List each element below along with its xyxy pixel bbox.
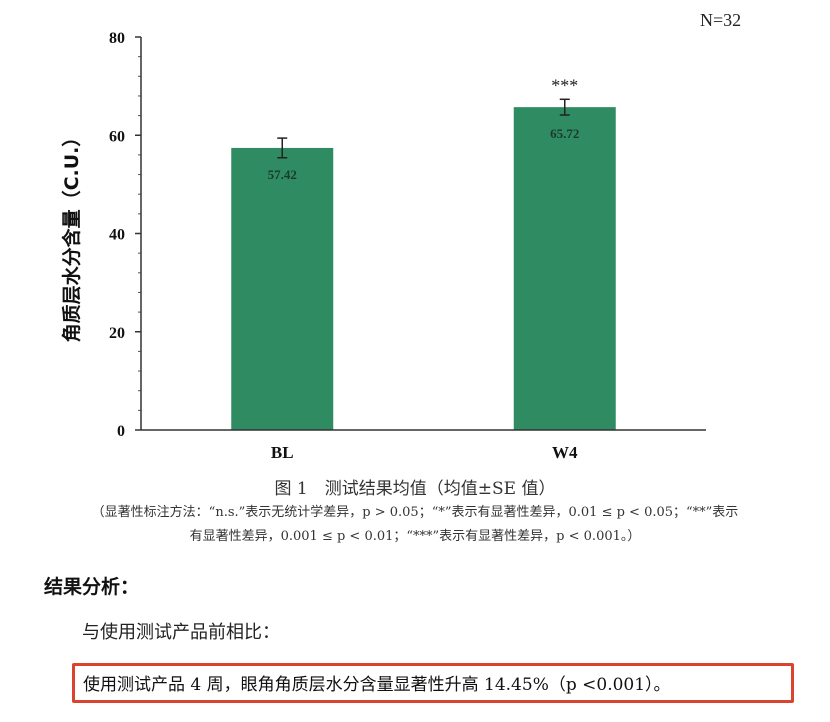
y-tick-label: 40 (109, 227, 125, 244)
y-axis-ticks: 0 20 40 60 80 (109, 30, 141, 440)
bars: 57.42 BL 65.72 *** W4 (231, 75, 616, 462)
bar-chart: 0 20 40 60 80 57.42 BL 65.72 *** W4 角质层水分含量（C.U.… (60, 30, 706, 462)
y-tick-label: 60 (109, 128, 125, 145)
x-tick-label-w4: W4 (552, 443, 578, 462)
comparison-intro: 与使用测试产品前相比： (82, 622, 280, 643)
bar-bl (231, 147, 334, 430)
significance-note-line-2: 有显著性差异，0.001 ≤ p < 0.01；“***”表示有显著性差异，p … (189, 529, 641, 544)
significance-note-line-1: （显著性标注方法：“n.s.”表示无统计学差异，p > 0.05；“*”表示有显… (91, 505, 739, 520)
y-axis-label: 角质层水分含量（C.U.） (60, 128, 83, 343)
significance-note: （显著性标注方法：“n.s.”表示无统计学差异，p > 0.05；“*”表示有显… (40, 501, 790, 549)
figure-caption: 图 1 测试结果均值（均值±SE 值） (274, 479, 556, 499)
y-tick-label: 0 (117, 423, 125, 440)
x-tick-label-bl: BL (271, 443, 294, 462)
results-analysis-title: 结果分析： (44, 576, 140, 598)
data-label-w4: 65.72 (550, 126, 579, 141)
data-label-bl: 57.42 (268, 167, 297, 182)
significance-marker-w4: *** (551, 75, 578, 95)
y-tick-label: 20 (109, 325, 125, 342)
y-tick-label: 80 (109, 30, 125, 47)
highlighted-conclusion: 使用测试产品 4 周，眼角角质层水分含量显著性升高 14.45%（p <0.00… (72, 663, 794, 703)
sample-size-label: N=32 (700, 10, 742, 30)
bar-w4 (513, 107, 616, 430)
